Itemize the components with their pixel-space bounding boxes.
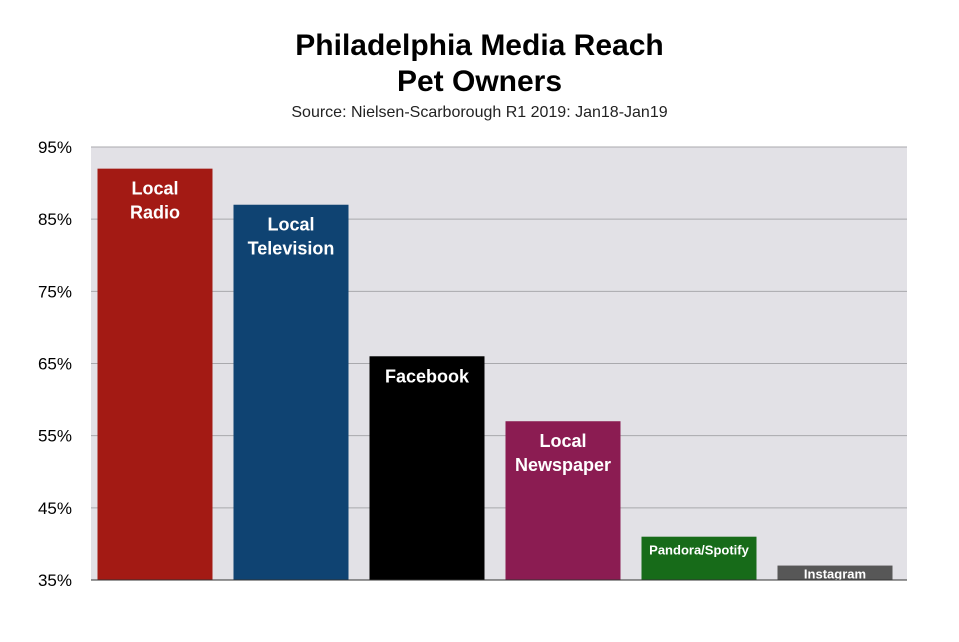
bar-label: Newspaper xyxy=(515,455,611,475)
y-tick-label: 95% xyxy=(38,138,72,157)
bar xyxy=(505,421,621,580)
bar xyxy=(369,356,485,580)
bars xyxy=(97,168,893,580)
gridlines xyxy=(91,146,907,509)
bar-label: Local xyxy=(539,431,586,451)
y-tick-label: 65% xyxy=(38,355,72,374)
chart-subtitle: Source: Nielsen-Scarborough R1 2019: Jan… xyxy=(291,104,668,121)
y-tick-label: 45% xyxy=(38,499,72,518)
bar xyxy=(777,565,893,580)
bar-label: Local xyxy=(267,215,314,235)
bar-label: Television xyxy=(248,239,335,259)
y-tick-label: 85% xyxy=(38,210,72,229)
bar-label: Pandora/Spotify xyxy=(649,543,749,558)
bar-label: Radio xyxy=(130,203,180,223)
bar-label: Local xyxy=(131,179,178,199)
chart-title-line-2: Pet Owners xyxy=(396,65,563,98)
bar-label: Facebook xyxy=(385,366,470,386)
bar-labels: Local Radio Local Television Facebook Local Ne… xyxy=(130,179,866,582)
bar-label: Instagram xyxy=(804,567,866,582)
y-axis-ticks: 95% 85% 75% 65% 55% 45% 35% xyxy=(38,138,72,590)
bar xyxy=(233,204,349,580)
chart-title-line-1: Philadelphia Media Reach xyxy=(295,29,664,62)
y-tick-label: 55% xyxy=(38,427,72,446)
bar xyxy=(641,536,757,580)
bar xyxy=(97,168,213,580)
y-tick-label: 35% xyxy=(38,571,72,590)
y-tick-label: 75% xyxy=(38,282,72,301)
